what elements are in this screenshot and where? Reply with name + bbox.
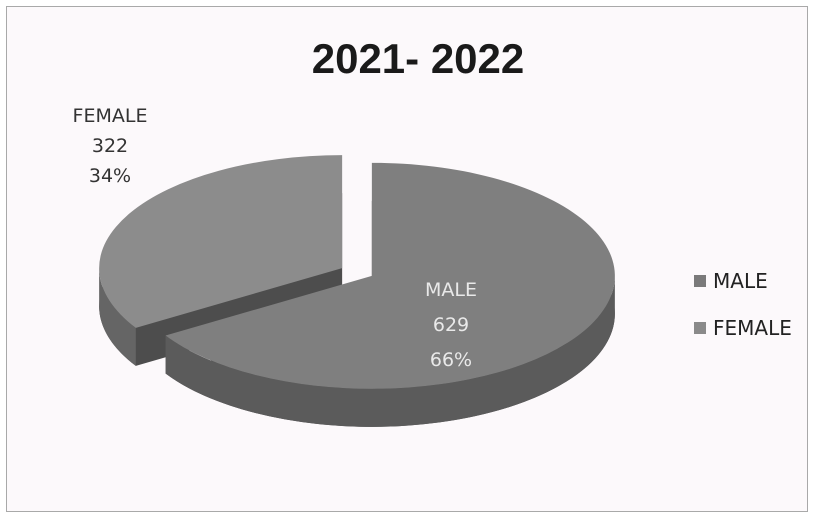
- data-label-female-value: 322: [92, 135, 128, 157]
- legend-swatch-female: [694, 322, 706, 334]
- pie-slice-female: [99, 155, 343, 328]
- chart-title: 2021- 2022: [312, 35, 525, 82]
- pie-slice-male: [165, 162, 615, 389]
- pie-slice-side-female: [99, 268, 136, 366]
- legend: MALE FEMALE: [694, 269, 792, 340]
- legend-label-female: FEMALE: [713, 316, 792, 340]
- pie-chart: 2021- 2022 FEMALE 322 34% MALE 629 66% M…: [73, 35, 792, 427]
- data-label-male-percent: 66%: [430, 349, 472, 371]
- data-label-male: MALE 629 66%: [425, 279, 477, 371]
- data-label-male-value: 629: [433, 314, 469, 336]
- pie-plot: [99, 155, 615, 427]
- legend-swatch-male: [694, 275, 706, 287]
- data-label-female: FEMALE 322 34%: [73, 105, 148, 187]
- data-label-male-category: MALE: [425, 279, 477, 301]
- chart-area: 2021- 2022 FEMALE 322 34% MALE 629 66% M…: [6, 6, 808, 512]
- pie-slice-side-male: [165, 275, 615, 427]
- data-label-female-category: FEMALE: [73, 105, 148, 127]
- data-label-female-percent: 34%: [89, 165, 131, 187]
- legend-label-male: MALE: [713, 269, 768, 293]
